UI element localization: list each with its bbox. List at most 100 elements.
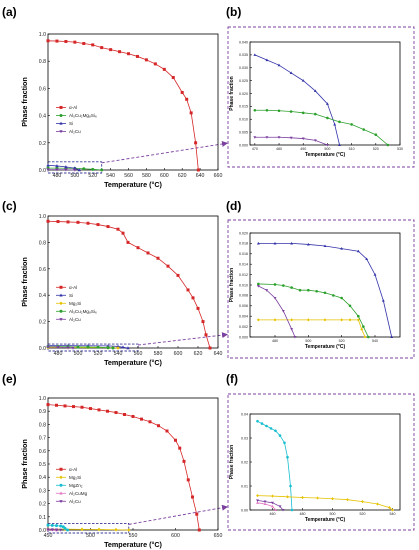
- y-tick-label: 0.035: [239, 53, 248, 57]
- x-tick-label: 530: [397, 147, 403, 151]
- data-point: [289, 136, 293, 140]
- data-point: [55, 168, 59, 172]
- y-tick-label: 0.030: [239, 66, 248, 70]
- data-point: [191, 495, 194, 499]
- data-point: [46, 345, 50, 349]
- x-tick-label: 470: [252, 147, 258, 151]
- data-point: [208, 346, 212, 350]
- data-point: [289, 110, 293, 113]
- data-point: [301, 137, 305, 141]
- series-line: [47, 529, 61, 531]
- data-point: [80, 405, 84, 409]
- y-tick-label: 0.025: [239, 79, 248, 83]
- y-tick-label: 0.3: [39, 488, 46, 494]
- y-tick-label: 0.6: [39, 449, 46, 455]
- legend-entry: Al₅Cu₂Mg₈Si₆: [69, 113, 97, 118]
- x-tick-label: 520: [373, 147, 379, 151]
- x-tick-label: 580: [154, 351, 163, 357]
- data-point: [273, 283, 277, 286]
- x-tick-label: 660: [214, 173, 223, 179]
- data-point: [274, 429, 277, 433]
- data-point: [77, 168, 81, 172]
- data-point: [66, 346, 70, 350]
- data-point: [326, 116, 329, 120]
- data-point: [72, 405, 75, 409]
- data-point: [153, 62, 157, 66]
- x-tick-label: 480: [53, 173, 62, 179]
- data-point: [306, 242, 310, 246]
- zoom-panel-box: [227, 393, 415, 531]
- zoom-panel-box: [227, 219, 415, 359]
- x-tick-label: 540: [372, 339, 378, 343]
- series-line: [257, 500, 284, 511]
- data-point: [307, 288, 310, 292]
- data-point: [253, 53, 257, 56]
- x-tick-label: 650: [214, 533, 223, 539]
- x-tick-label: 520: [339, 339, 345, 343]
- data-point: [195, 512, 199, 516]
- data-point: [194, 141, 198, 145]
- zoom-arrow: [128, 504, 228, 525]
- y-tick-label: 0.012: [239, 273, 248, 277]
- data-point: [282, 284, 285, 287]
- y-axis-label: Phase fraction: [229, 76, 235, 110]
- x-tick-label: 500: [330, 512, 336, 516]
- data-point: [116, 346, 120, 350]
- data-point: [100, 168, 104, 172]
- y-tick-label: 0.014: [239, 263, 248, 267]
- data-point: [73, 168, 77, 172]
- y-tick-label: 0.4: [39, 293, 46, 299]
- data-point: [286, 495, 289, 499]
- data-point: [171, 76, 175, 80]
- data-point: [50, 528, 54, 532]
- x-tick-label: 520: [360, 512, 366, 516]
- data-point: [55, 524, 58, 528]
- data-point: [109, 48, 113, 52]
- data-point: [146, 251, 150, 255]
- data-point: [356, 318, 360, 322]
- x-tick-label: 520: [94, 351, 103, 357]
- y-tick-label: 0.00: [241, 508, 248, 512]
- series-2: [256, 501, 277, 512]
- data-point: [391, 508, 394, 512]
- data-point: [257, 282, 260, 286]
- data-point: [64, 165, 68, 169]
- data-point: [106, 409, 109, 413]
- data-point: [126, 240, 130, 244]
- data-point: [273, 318, 277, 322]
- data-point: [166, 264, 170, 268]
- data-point: [176, 273, 180, 277]
- x-tick-label: 600: [171, 533, 180, 539]
- data-point: [131, 414, 135, 418]
- data-point: [325, 143, 329, 147]
- legend-swatch-marker: [59, 500, 63, 504]
- x-tick-label: 600: [160, 173, 169, 179]
- y-tick-label: 0.2: [39, 320, 46, 326]
- data-point: [63, 526, 67, 530]
- series-2: [46, 523, 70, 532]
- data-point: [204, 333, 208, 337]
- y-tick-label: 0.8: [39, 240, 46, 246]
- data-point: [186, 288, 190, 292]
- legend-entry: Al₅Cu₂Mg₈Si₆: [69, 309, 97, 314]
- data-point: [265, 289, 269, 292]
- data-point: [91, 43, 95, 47]
- data-point: [73, 166, 77, 170]
- legend: α-Al Al₅Cu₂Mg₈Si₆ Si Al₂Cu: [56, 105, 97, 134]
- data-point: [123, 413, 126, 416]
- y-tick-label: 0.1: [39, 515, 46, 521]
- data-point: [186, 478, 190, 482]
- legend-entry: Al₂Cu: [69, 317, 81, 322]
- x-tick-label: 560: [124, 173, 133, 179]
- data-point: [340, 296, 343, 300]
- data-point: [390, 335, 394, 339]
- legend-swatch-marker: [59, 105, 63, 109]
- series-4: [46, 528, 63, 532]
- y-tick-label: 0.4: [39, 475, 46, 481]
- data-point: [281, 309, 285, 313]
- y-tick-label: 0.8: [39, 59, 46, 65]
- x-axis-label: Temperature (°C): [305, 517, 346, 523]
- data-point: [196, 168, 200, 172]
- data-point: [323, 318, 327, 322]
